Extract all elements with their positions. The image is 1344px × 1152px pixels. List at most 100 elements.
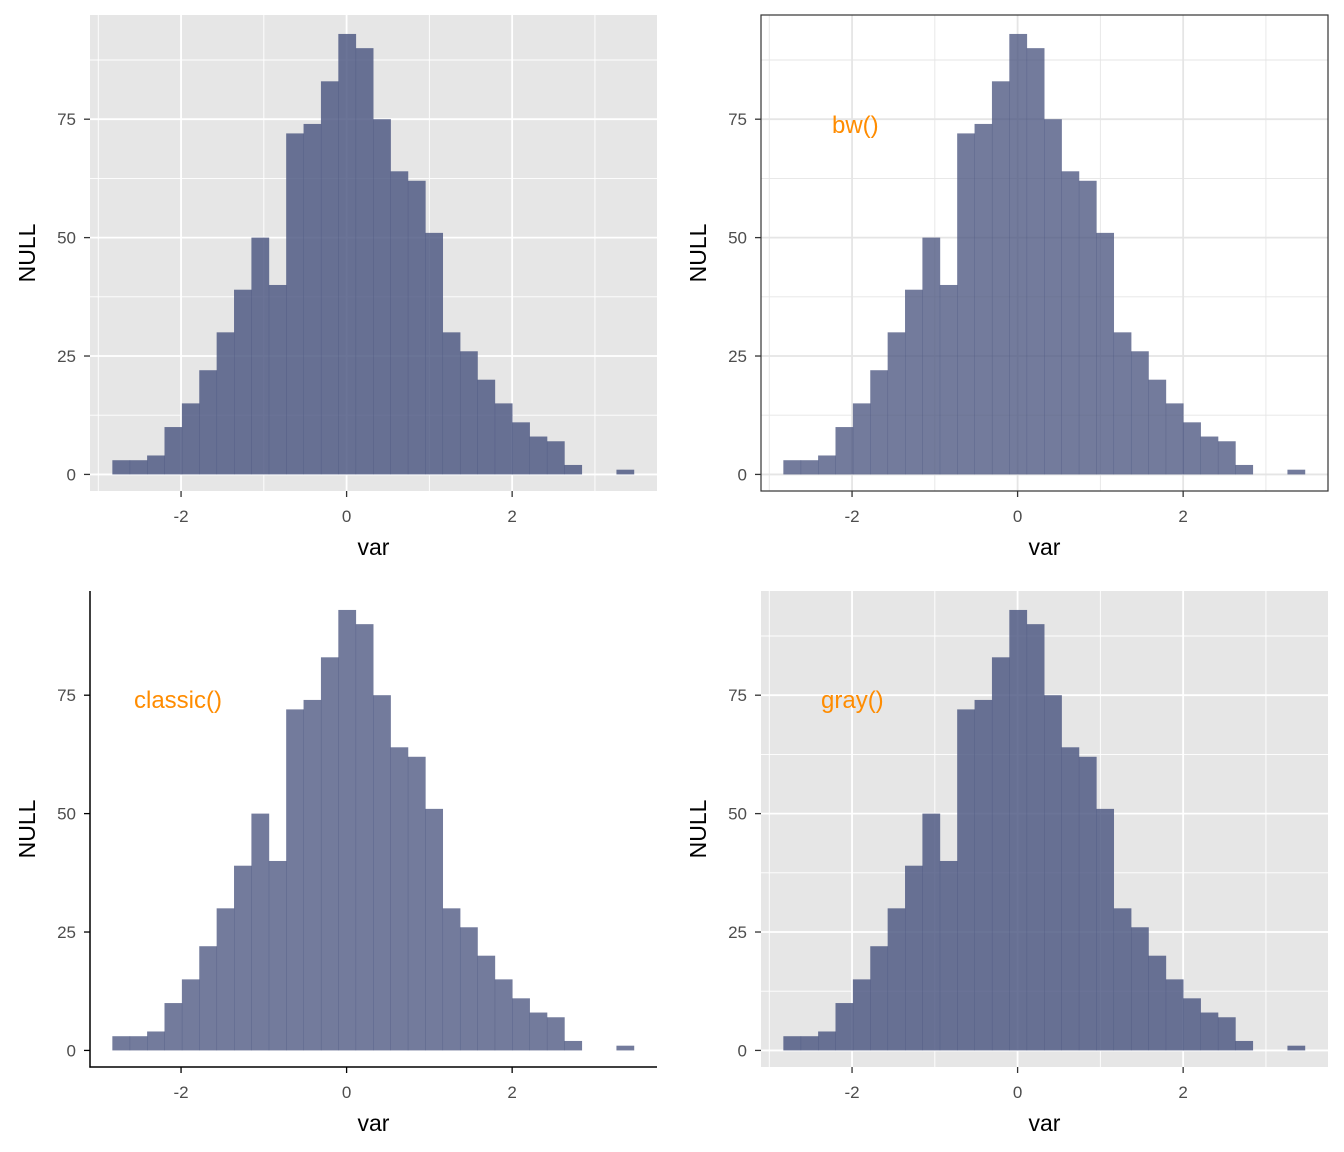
y-tick-label: 0	[738, 465, 747, 484]
histogram-bar	[268, 284, 287, 475]
histogram-bar	[477, 955, 496, 1051]
histogram-bar	[1217, 441, 1236, 475]
histogram-bar	[338, 33, 357, 475]
histogram-bar	[1183, 998, 1201, 1051]
histogram-bar	[1061, 171, 1080, 475]
histogram-bar	[512, 998, 530, 1051]
x-tick-label: 2	[1178, 507, 1187, 526]
y-tick-label: 75	[57, 686, 76, 705]
theme-annotation: bw()	[832, 112, 879, 139]
histogram-bar	[320, 81, 339, 475]
x-tick-label: 2	[507, 507, 516, 526]
panel-bw: -2 0 2 0 25 50 75 var NULL bw()	[685, 14, 1329, 560]
histogram-bar	[616, 1045, 635, 1051]
histogram-bar	[905, 289, 923, 475]
y-tick-label: 50	[57, 229, 76, 248]
x-tick-label: 0	[1013, 507, 1022, 526]
histogram-bar	[922, 237, 941, 475]
x-tick-label: 2	[507, 1083, 516, 1102]
histogram-bar	[546, 441, 565, 475]
histogram-bar	[268, 860, 287, 1051]
theme-annotation: gray()	[821, 687, 884, 714]
histogram-bar	[564, 1040, 583, 1051]
histogram-bar	[459, 351, 478, 475]
histogram-bar	[783, 1036, 802, 1051]
x-tick-label: -2	[173, 507, 188, 526]
y-axis-title: NULL	[14, 799, 40, 858]
histogram-bar	[338, 609, 357, 1051]
histogram-bar	[1044, 119, 1062, 475]
histogram-bars	[783, 609, 1306, 1051]
x-tick-label: -2	[844, 1083, 859, 1102]
histogram-bar	[459, 927, 478, 1051]
histogram-bar	[1096, 232, 1115, 475]
histogram-bar	[147, 1031, 165, 1051]
theme-annotation: classic()	[134, 687, 222, 714]
histogram-bar	[494, 403, 513, 475]
histogram-bar	[303, 123, 322, 475]
histogram-bar	[529, 1012, 548, 1051]
histogram-bar	[286, 709, 304, 1051]
y-tick-label: 25	[57, 347, 76, 366]
histogram-bar	[887, 908, 906, 1051]
histogram-bar	[939, 284, 958, 475]
histogram-bar	[355, 48, 374, 475]
histogram-bar	[216, 908, 235, 1051]
histogram-bar	[477, 379, 496, 475]
histogram-bar	[957, 133, 975, 475]
y-tick-label: 0	[67, 1041, 76, 1060]
x-tick-label: 0	[342, 1083, 351, 1102]
histogram-bar	[355, 624, 374, 1051]
histogram-bar	[181, 403, 200, 475]
x-tick-label: -2	[173, 1083, 188, 1102]
histogram-bar	[1165, 403, 1184, 475]
histogram-bar	[1026, 48, 1045, 475]
histogram-bar	[616, 469, 635, 475]
histogram-bar	[939, 860, 958, 1051]
y-tick-label: 0	[67, 465, 76, 484]
histogram-bar	[390, 171, 409, 475]
histogram-bar	[234, 289, 252, 475]
y-axis-title: NULL	[14, 223, 40, 282]
x-tick-label: 2	[1178, 1083, 1187, 1102]
histogram-bar	[974, 699, 993, 1051]
histogram-bar	[320, 657, 339, 1051]
histogram-bar	[905, 865, 923, 1051]
y-tick-label: 50	[728, 805, 747, 824]
y-tick-label: 50	[728, 229, 747, 248]
histogram-bar	[390, 747, 409, 1051]
histogram-bar	[1130, 351, 1149, 475]
y-axis-title: NULL	[685, 799, 711, 858]
histogram-bar	[1009, 609, 1028, 1051]
histogram-bar	[129, 460, 148, 475]
histogram-bar	[199, 370, 218, 475]
histogram-bar	[1026, 624, 1045, 1051]
histogram-bar	[129, 1036, 148, 1051]
histogram-bar	[1200, 436, 1219, 475]
histogram-bar	[1287, 469, 1306, 475]
histogram-bar	[835, 1003, 854, 1051]
panel-default: -2 0 2 0 25 50 75 var NULL	[14, 15, 657, 560]
histogram-bar	[529, 436, 548, 475]
histogram-bar	[1148, 379, 1167, 475]
histogram-bar	[251, 237, 270, 475]
histogram-bars	[112, 609, 635, 1051]
histogram-bar	[1183, 422, 1201, 475]
histogram-bar	[974, 123, 993, 475]
x-tick-label: 0	[342, 507, 351, 526]
histogram-bar	[1113, 332, 1132, 475]
y-tick-label: 75	[728, 110, 747, 129]
histogram-bar	[494, 979, 513, 1051]
x-axis-title: var	[358, 1110, 390, 1136]
histogram-bar	[870, 946, 889, 1051]
y-axis-title: NULL	[685, 223, 711, 282]
histogram-bar	[818, 455, 836, 475]
histogram-bar	[373, 695, 391, 1051]
histogram-bar	[164, 427, 183, 475]
histogram-bar	[887, 332, 906, 475]
histogram-bar	[1078, 756, 1097, 1051]
histogram-bar	[199, 946, 218, 1051]
histogram-bar	[1287, 1045, 1306, 1051]
histogram-bar	[442, 908, 461, 1051]
